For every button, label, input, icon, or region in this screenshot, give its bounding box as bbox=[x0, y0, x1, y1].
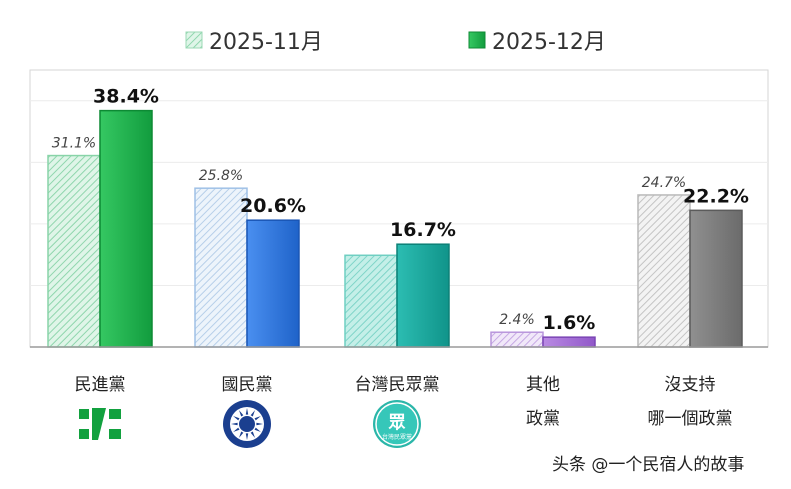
dpp-logo-icon bbox=[76, 406, 124, 442]
kmt-logo-icon bbox=[223, 400, 271, 448]
value-labels: 31.1% 38.4% 25.8% 20.6% 16.7% 2.4% 1.6% 24.7%22… bbox=[52, 86, 749, 335]
bar-series-1-cat-4 bbox=[490, 331, 544, 348]
kmt-ray bbox=[254, 427, 261, 432]
value-label-series-1-cat-2: 25.8% bbox=[199, 168, 243, 184]
legend-swatch-series-1 bbox=[185, 31, 203, 49]
kmt-ray bbox=[233, 427, 240, 432]
category-label-2-line-1: 國民黨 bbox=[222, 375, 273, 395]
value-label-series-2-cat-1: 38.4% bbox=[93, 86, 159, 108]
kmt-ray bbox=[239, 410, 244, 417]
value-label-series-2-cat-4: 1.6% bbox=[543, 312, 596, 334]
bar-series-1-cat-5 bbox=[637, 194, 691, 348]
category-label-4-line-1: 其他 bbox=[526, 375, 560, 395]
value-label-series-2-cat-5: 22.2% bbox=[683, 185, 749, 207]
kmt-ray bbox=[239, 431, 244, 438]
svg-text:台灣民眾黨: 台灣民眾黨 bbox=[382, 433, 412, 441]
category-label-4-line-2: 政黨 bbox=[526, 409, 560, 429]
legend-label-series-2: 2025-12月 bbox=[492, 30, 606, 55]
category-label-3-line-1: 台灣民眾黨 bbox=[355, 375, 440, 395]
kmt-ray bbox=[245, 433, 249, 440]
bar-series-1-cat-2 bbox=[194, 187, 248, 348]
value-label-series-2-cat-3: 16.7% bbox=[390, 219, 456, 241]
watermark: 头条 @一个民宿人的故事 bbox=[552, 455, 744, 475]
value-label-series-1-cat-5: 24.7% bbox=[642, 175, 686, 191]
tpp-logo-icon: 眾 台灣民眾黨 bbox=[373, 400, 421, 448]
value-label-series-2-cat-2: 20.6% bbox=[240, 195, 306, 217]
kmt-ray bbox=[256, 422, 263, 426]
legend-swatch-series-2 bbox=[468, 31, 486, 49]
kmt-ray bbox=[250, 431, 255, 438]
bar-series-1-cat-1 bbox=[47, 154, 101, 348]
kmt-ray bbox=[254, 416, 261, 421]
bar-series-2-cat-3 bbox=[396, 243, 450, 348]
legend-label-series-1: 2025-11月 bbox=[209, 30, 323, 55]
category-label-5-line-2: 哪一個政黨 bbox=[648, 409, 733, 429]
kmt-ray bbox=[233, 416, 240, 421]
kmt-ray bbox=[245, 408, 249, 415]
kmt-ray bbox=[250, 410, 255, 417]
bar-series-1-cat-3 bbox=[344, 254, 398, 348]
legend: 2025-11月 2025-12月 bbox=[185, 30, 606, 55]
kmt-ray bbox=[231, 422, 238, 426]
bar-series-2-cat-4 bbox=[542, 336, 596, 348]
value-label-series-1-cat-1: 31.1% bbox=[52, 136, 96, 152]
bar-series-2-cat-2 bbox=[246, 219, 300, 348]
category-label-1-line-1: 民進黨 bbox=[75, 375, 126, 395]
svg-text:眾: 眾 bbox=[388, 413, 406, 433]
bar-series-2-cat-1 bbox=[99, 109, 153, 348]
value-label-series-1-cat-4: 2.4% bbox=[499, 312, 535, 328]
bar-series-2-cat-5 bbox=[689, 209, 743, 348]
category-label-5-line-1: 沒支持 bbox=[665, 375, 716, 395]
